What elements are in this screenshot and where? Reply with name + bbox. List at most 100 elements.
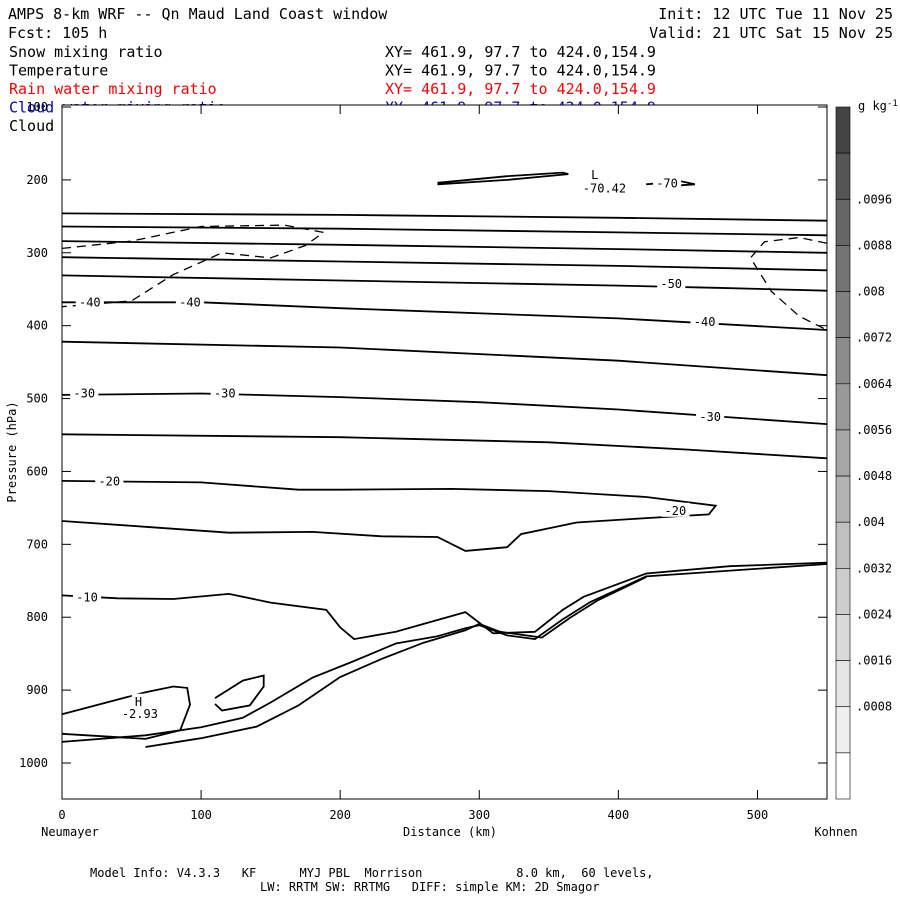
- colorbar-label: .0024: [856, 607, 892, 621]
- colorbar: .0096 .0088 .008 .0072 .0064 .0056 .0048 .004 .0…: [835, 106, 892, 800]
- y-axis: 100 200 300 400 500 600 700 800 900 1000: [19, 100, 827, 770]
- y-tick-label: 300: [26, 246, 48, 260]
- station-left: Neumayer: [41, 825, 99, 839]
- contour-label: -30: [73, 386, 95, 400]
- colorbar-swatch: [835, 521, 851, 569]
- contour-label: -30: [214, 386, 236, 400]
- x-tick-label: 0: [58, 808, 65, 822]
- colorbar-label: .008: [856, 285, 885, 299]
- isotherm-t-20: [61, 480, 718, 552]
- isotherm-t-30: [61, 392, 828, 425]
- y-tick-label: 900: [26, 683, 48, 697]
- y-tick-label: 200: [26, 173, 48, 187]
- colorbar-label: .0016: [856, 654, 892, 668]
- colorbar-swatch: [835, 752, 851, 800]
- colorbar-swatch: [835, 245, 851, 292]
- contour-label-bg: [652, 175, 682, 190]
- x-tick-label: 400: [608, 808, 630, 822]
- contour-label: -2.93: [122, 707, 158, 721]
- legend-field-name: Temperature: [9, 62, 108, 80]
- contour-lines: [61, 171, 828, 748]
- contour-label: L: [591, 168, 598, 182]
- station-right: Kohnen: [814, 825, 857, 839]
- contour-labels: -70 -70.42L -50 -40 -40 -40 -30 -30 -30 -20 -20 -10…: [70, 166, 725, 721]
- colorbar-swatch: [835, 106, 851, 154]
- colorbar-label: .0056: [856, 423, 892, 437]
- contour-label-bg: [657, 276, 686, 291]
- contour-label-bg: [118, 706, 162, 721]
- colorbar-swatch: [835, 337, 851, 385]
- isotherm-t-upper: [61, 212, 828, 222]
- contour-label-bg: [588, 166, 602, 181]
- colorbar-swatch: [835, 152, 851, 200]
- colorbar-swatch: [835, 198, 851, 246]
- isotherm-t-40: [62, 301, 828, 331]
- contour-label: -30: [699, 410, 721, 424]
- legend-field-name: Rain water mixing ratio: [9, 80, 217, 98]
- footer-physics-info: LW: RRTM SW: RRTMG DIFF: simple KM: 2D S…: [260, 880, 600, 894]
- colorbar-swatch: [835, 475, 851, 523]
- legend-field-name: Snow mixing ratio: [9, 43, 163, 61]
- y-tick-label: 100: [26, 100, 48, 114]
- colorbar-swatch: [835, 706, 851, 754]
- contour-label-bg: [131, 693, 146, 708]
- contour-label: -20: [665, 504, 687, 518]
- isotherm-t-40b: [61, 340, 828, 377]
- legend-field-xy: XY= 461.9, 97.7 to 424.0,154.9: [385, 62, 656, 80]
- contour-label: -70: [656, 177, 678, 191]
- isotherm-t-warm-loop: [61, 685, 191, 740]
- legend-field-xy: XY= 461.9, 97.7 to 424.0,154.9: [385, 43, 656, 61]
- y-tick-label: 400: [26, 319, 48, 333]
- colorbar-label: .0008: [856, 700, 892, 714]
- y-tick-label: 700: [26, 537, 48, 551]
- forecast-hour: Fcst: 105 h: [8, 24, 107, 42]
- colorbar-swatch: [835, 614, 851, 661]
- y-axis-label: Pressure (hPa): [5, 401, 19, 502]
- legend-field-xy: XY= 461.9, 97.7 to 424.0,154.9: [385, 80, 656, 98]
- colorbar-label: .0072: [856, 331, 892, 345]
- colorbar-swatch: [835, 568, 851, 615]
- x-tick-label: 200: [329, 808, 351, 822]
- x-axis-label: Distance (km): [403, 825, 497, 839]
- contour-label: -40: [694, 315, 716, 329]
- x-tick-label: 100: [190, 808, 212, 822]
- colorbar-label: .0048: [856, 469, 892, 483]
- contour-label-bg: [696, 408, 725, 423]
- init-time: Init: 12 UTC Tue 11 Nov 25: [658, 5, 893, 23]
- contour-label-bg: [72, 589, 102, 604]
- colorbar-label: .0096: [856, 192, 892, 206]
- colorbar-swatch: [835, 383, 851, 431]
- isotherm-t-300: [61, 256, 828, 272]
- colorbar-label: .0064: [856, 377, 892, 391]
- y-tick-label: 600: [26, 464, 48, 478]
- contour-label: -40: [79, 295, 101, 309]
- x-axis: 0 100 200 300 400 500: [58, 105, 768, 822]
- y-tick-label: 800: [26, 610, 48, 624]
- isotherm-t-10: [61, 561, 828, 641]
- colorbar-label: .004: [856, 515, 885, 529]
- plot-frame: [61, 104, 828, 800]
- contour-label-bg: [690, 314, 719, 329]
- contour-label-bg: [175, 294, 205, 309]
- contour-label-bg: [579, 180, 630, 195]
- contour-label: -20: [98, 475, 120, 489]
- contour-label: -40: [179, 295, 201, 309]
- valid-time: Valid: 21 UTC Sat 15 Nov 25: [649, 24, 893, 42]
- colorbar-label: .0032: [856, 561, 892, 575]
- contour-label-bg: [70, 385, 99, 400]
- contour-label-bg: [210, 385, 239, 400]
- y-tick-label: 1000: [19, 756, 48, 770]
- colorbar-swatch: [835, 429, 851, 477]
- contour-label-bg: [75, 294, 104, 309]
- isotherm-t-30b: [61, 433, 828, 460]
- colorbar-swatch: [835, 291, 851, 338]
- isotherm-t-small-loop: [214, 674, 265, 712]
- isotherm-t-surface-a: [61, 563, 828, 743]
- footer-model-info: Model Info: V4.3.3 KF MYJ PBL Morrison 8…: [90, 866, 654, 880]
- isotherm-t-surface-b: [145, 576, 647, 748]
- cloud-ice-contour: [61, 224, 326, 308]
- contour-label-bg: [95, 473, 124, 488]
- colorbar-unit: g kg-1: [858, 99, 898, 113]
- contour-label: H: [135, 695, 142, 709]
